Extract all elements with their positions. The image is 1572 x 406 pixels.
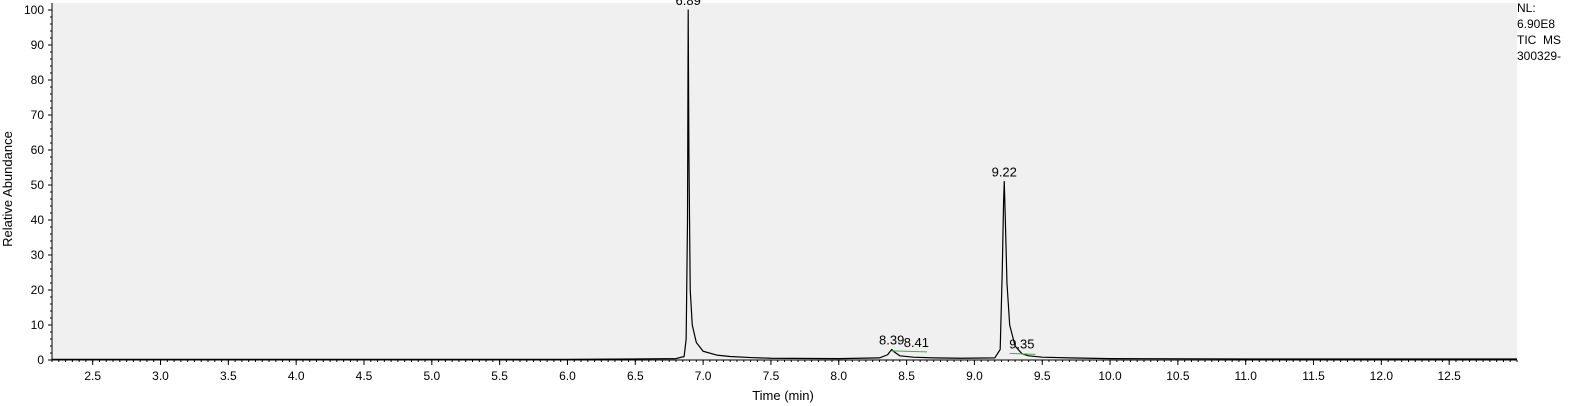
- y-tick-label: 60: [31, 143, 45, 157]
- info-panel: NL: 6.90E8 TIC MS 300329-: [1517, 0, 1561, 64]
- peak-label: 9.22: [992, 165, 1017, 180]
- x-tick-label: 4.0: [288, 369, 305, 383]
- nl-value: 6.90E8: [1517, 17, 1556, 31]
- x-tick-label: 2.5: [84, 369, 101, 383]
- baseline-layer: [891, 350, 1036, 355]
- x-tick-label: 9.5: [1034, 369, 1051, 383]
- x-tick-label: 3.5: [220, 369, 237, 383]
- x-tick-label: 8.0: [830, 369, 847, 383]
- peak-labels: 6.89 8.39 8.41 9.22 9.35: [676, 0, 1035, 352]
- x-tick-label: 5.5: [491, 369, 508, 383]
- file-name: 300329-: [1517, 49, 1562, 63]
- y-tick-label: 100: [24, 3, 44, 17]
- x-tick-label: 10.0: [1098, 369, 1122, 383]
- x-tick-label: 12.0: [1370, 369, 1394, 383]
- peak-label: 9.35: [1009, 337, 1034, 352]
- y-tick-label: 70: [31, 108, 45, 122]
- x-tick-label: 5.0: [423, 369, 440, 383]
- y-tick-label: 0: [37, 353, 44, 367]
- y-axis: 0 10 20 30 40 50 60 70 80 90 100: [24, 3, 52, 367]
- peak-label: 8.41: [904, 335, 929, 350]
- x-tick-label: 9.0: [966, 369, 983, 383]
- x-tick-label: 8.5: [898, 369, 915, 383]
- y-tick-label: 90: [31, 38, 45, 52]
- y-tick-label: 30: [31, 248, 45, 262]
- baseline-mark: [1009, 352, 1036, 355]
- x-axis-title: Time (min): [752, 388, 814, 403]
- x-tick-label: 7.0: [695, 369, 712, 383]
- x-tick-label: 6.0: [559, 369, 576, 383]
- x-tick-label: 10.5: [1166, 369, 1190, 383]
- y-tick-label: 20: [31, 283, 45, 297]
- x-tick-label: 11.0: [1234, 369, 1257, 383]
- x-tick-label: 12.5: [1437, 369, 1461, 383]
- x-tick-label: 11.5: [1302, 369, 1325, 383]
- y-tick-label: 80: [31, 73, 45, 87]
- x-tick-label: 3.0: [152, 369, 169, 383]
- scan-type: TIC MS: [1517, 33, 1561, 47]
- y-tick-label: 50: [31, 178, 45, 192]
- y-tick-label: 10: [31, 318, 45, 332]
- nl-label: NL:: [1517, 1, 1536, 15]
- x-axis: 2.5 3.0 3.5 4.0 4.5 5.0 5.5 6.0 6.5 7.0 7.5 8.0 8.5 9…: [51, 360, 1518, 383]
- plot-area: [52, 3, 1517, 360]
- y-axis-title: Relative Abundance: [0, 131, 15, 247]
- x-tick-label: 7.5: [763, 369, 780, 383]
- y-tick-label: 40: [31, 213, 45, 227]
- baseline-mark: [891, 350, 927, 353]
- x-tick-label: 4.5: [356, 369, 373, 383]
- x-tick-label: 6.5: [627, 369, 644, 383]
- peak-label: 6.89: [676, 0, 701, 8]
- peak-label: 8.39: [879, 333, 904, 348]
